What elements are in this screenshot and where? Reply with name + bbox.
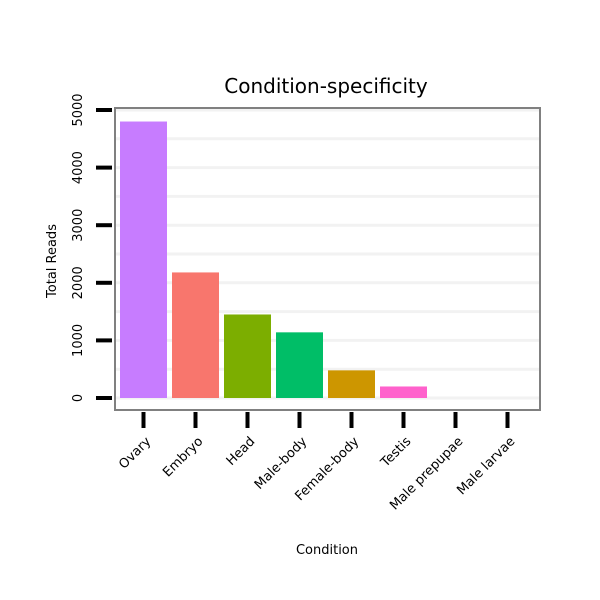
plot-panel-border	[114, 107, 541, 411]
y-tick-label: 4000	[71, 151, 86, 184]
y-tick-label: 0	[71, 394, 86, 402]
y-axis-label: Total Reads	[45, 224, 60, 299]
y-tick-label: 3000	[71, 209, 86, 242]
bar-female-body	[328, 370, 375, 398]
x-tick-label: Testis	[378, 434, 415, 471]
bar-head	[224, 314, 271, 398]
bar-embryo	[172, 272, 219, 398]
y-tick-label: 2000	[71, 266, 86, 299]
bar-male-body	[276, 332, 323, 398]
y-axis: 0 1000 2000 3000 4000 5000	[71, 93, 112, 402]
y-tick-label: 1000	[71, 324, 86, 357]
bars-group	[120, 121, 427, 399]
x-tick-label: Embryo	[160, 434, 206, 480]
x-tick-label: Ovary	[116, 434, 154, 472]
bar-testis	[380, 386, 427, 398]
bar-ovary	[120, 121, 167, 399]
x-tick-label: Head	[224, 434, 259, 469]
chart-title: Condition-specificity	[224, 74, 428, 98]
x-axis-label: Condition	[296, 543, 358, 558]
y-tick-label: 5000	[71, 93, 86, 126]
